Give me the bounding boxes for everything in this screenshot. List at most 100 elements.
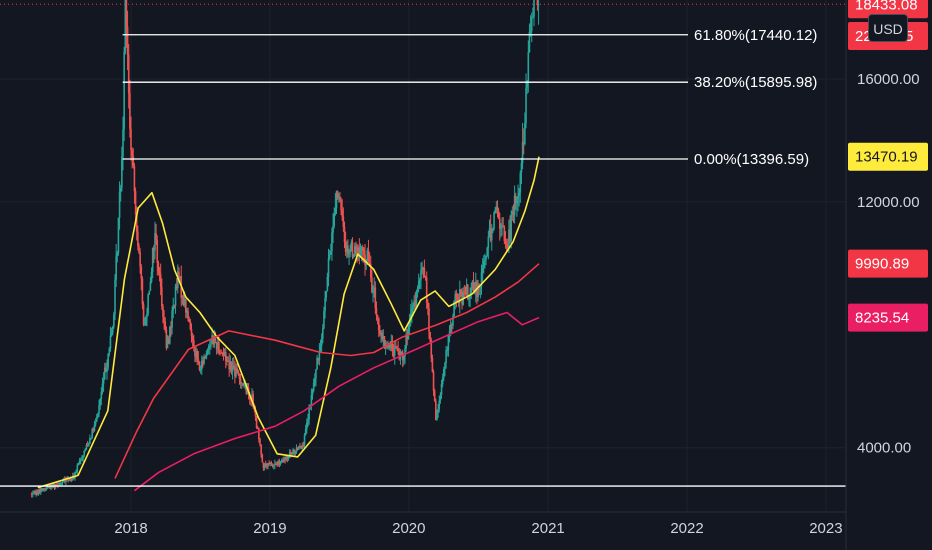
candle-body bbox=[280, 460, 283, 462]
candle-body bbox=[239, 378, 242, 385]
candle-body bbox=[411, 308, 413, 314]
candle-body bbox=[530, 18, 533, 32]
candle-body bbox=[509, 229, 511, 241]
candle-body bbox=[124, 0, 127, 52]
candle-body bbox=[266, 465, 268, 467]
candle-body bbox=[85, 445, 88, 449]
candle-body bbox=[406, 334, 409, 340]
candle-body bbox=[264, 463, 267, 466]
candle-body bbox=[360, 247, 363, 251]
candle-body bbox=[146, 313, 148, 318]
candle-body bbox=[78, 460, 81, 465]
candle-body bbox=[404, 348, 406, 357]
candle-body bbox=[537, 4, 540, 6]
candle-body bbox=[508, 229, 510, 248]
candle-body bbox=[308, 407, 310, 420]
candle-body bbox=[517, 195, 519, 200]
candle-body bbox=[364, 254, 366, 266]
candle-body bbox=[175, 286, 178, 289]
candle-body bbox=[67, 478, 70, 480]
fib-retracement[interactable]: 100.00%(19939.51)61.80%(17440.12)38.20%(… bbox=[122, 0, 826, 168]
candle-body bbox=[342, 216, 345, 227]
candle-body bbox=[61, 481, 64, 483]
candle-body bbox=[132, 156, 135, 166]
candle-body bbox=[316, 357, 318, 370]
candle-body bbox=[294, 451, 297, 454]
candle-body bbox=[134, 191, 137, 215]
candle-body bbox=[114, 279, 116, 314]
candle-body bbox=[300, 447, 302, 449]
candle-body bbox=[194, 347, 196, 357]
candle-body bbox=[245, 383, 248, 394]
candle-body bbox=[135, 214, 138, 232]
candle-body bbox=[445, 350, 447, 363]
candle-body bbox=[441, 377, 444, 385]
candle-body bbox=[379, 330, 381, 335]
candle-body bbox=[412, 305, 414, 309]
candle-body bbox=[252, 394, 254, 408]
candle-body bbox=[532, 16, 534, 19]
candle-body bbox=[43, 488, 46, 491]
candle-body bbox=[94, 421, 97, 425]
candle-body bbox=[284, 458, 286, 461]
candle-body bbox=[524, 123, 526, 144]
candle-body bbox=[380, 332, 382, 335]
candle-body bbox=[213, 336, 216, 345]
candle-body bbox=[260, 444, 262, 455]
candle-body bbox=[339, 196, 341, 201]
candle-body bbox=[352, 253, 355, 257]
candle-body bbox=[323, 311, 325, 329]
candle-body bbox=[221, 352, 224, 354]
candle-body bbox=[492, 228, 494, 232]
candle-body bbox=[68, 478, 71, 481]
candle-body bbox=[368, 262, 371, 265]
candle-body bbox=[235, 368, 237, 377]
candle-body bbox=[145, 317, 147, 325]
candle-body bbox=[439, 394, 442, 401]
candle-body bbox=[420, 269, 422, 280]
candle-body bbox=[65, 478, 67, 482]
candle-body bbox=[206, 349, 209, 354]
candle-body bbox=[183, 299, 186, 305]
candle-body bbox=[430, 340, 433, 358]
candle-body bbox=[220, 352, 222, 354]
candle-body bbox=[215, 342, 218, 350]
candle-body bbox=[437, 409, 439, 413]
candle-body bbox=[363, 249, 365, 255]
candle-body bbox=[447, 334, 450, 351]
candle-body bbox=[121, 156, 123, 188]
candle-body bbox=[108, 348, 111, 354]
candle-body bbox=[156, 240, 159, 263]
candle-body bbox=[400, 351, 403, 353]
candle-body bbox=[173, 304, 176, 306]
candle-body bbox=[33, 491, 35, 494]
candle-body bbox=[397, 348, 399, 351]
candle-body bbox=[202, 360, 204, 364]
candle-body bbox=[212, 335, 215, 345]
candle-body bbox=[216, 341, 219, 350]
fib-level-label: 61.80%(17440.12) bbox=[694, 27, 817, 44]
candle-body bbox=[481, 267, 484, 273]
time-axis[interactable]: 2018 2019 2020 2021 2022 2023 bbox=[114, 520, 842, 537]
moving-average-line bbox=[133, 311, 540, 492]
candle-body bbox=[149, 281, 152, 291]
candle-body bbox=[350, 241, 353, 251]
price-axis[interactable]: 4000.0012000.0016000.0020000.0024000.002… bbox=[857, 0, 920, 457]
candle-body bbox=[223, 352, 226, 356]
candle-body bbox=[520, 163, 523, 173]
currency-button[interactable]: USD bbox=[868, 14, 908, 42]
candle-body bbox=[423, 268, 426, 278]
moving-averages bbox=[37, 156, 540, 492]
candle-body bbox=[234, 367, 236, 377]
candle-body bbox=[49, 486, 51, 489]
candle-body bbox=[311, 390, 314, 396]
price-tag bbox=[848, 249, 928, 278]
candle-body bbox=[377, 317, 380, 331]
candle-body bbox=[262, 462, 265, 469]
candle-body bbox=[222, 353, 225, 356]
candle-body bbox=[110, 332, 113, 336]
candle-body bbox=[372, 287, 374, 293]
candle-body bbox=[366, 250, 369, 260]
candle-body bbox=[162, 306, 164, 317]
